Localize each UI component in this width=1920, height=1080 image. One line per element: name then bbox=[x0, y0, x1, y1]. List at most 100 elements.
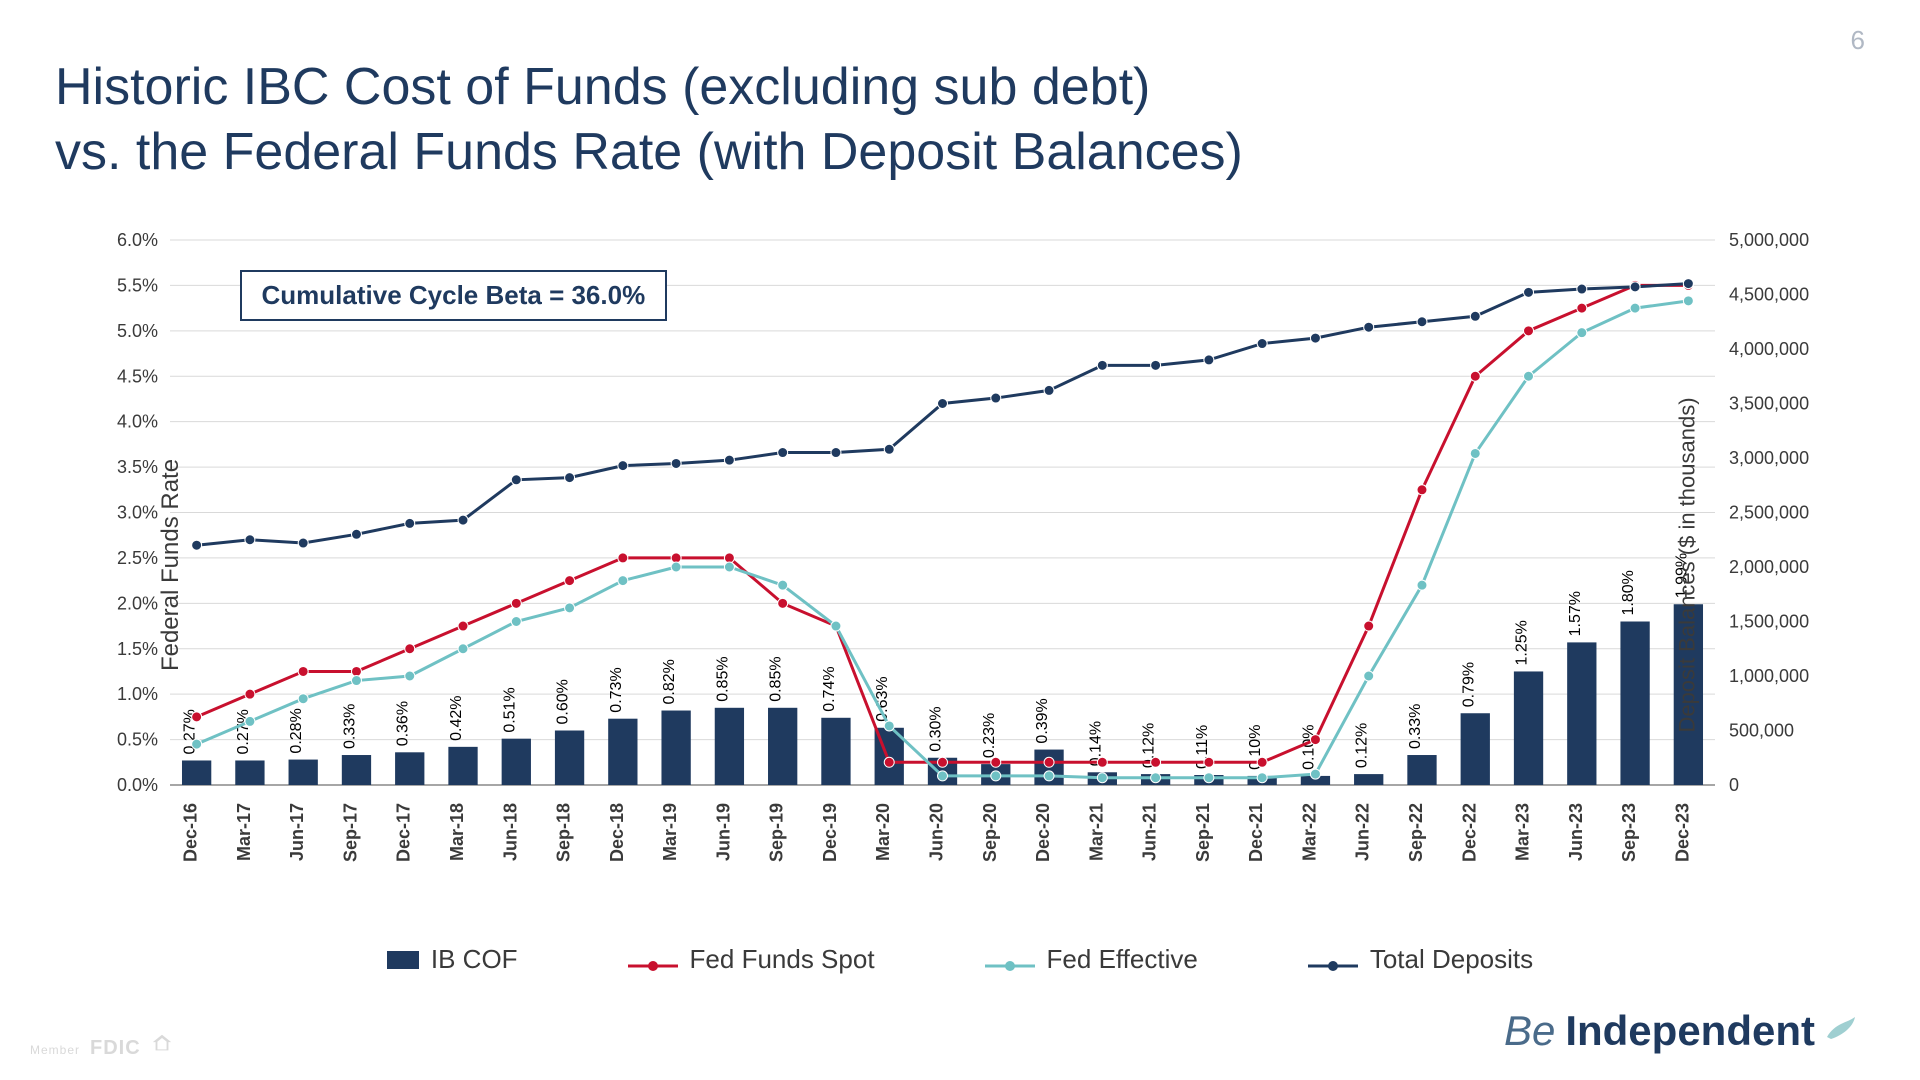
marker bbox=[351, 529, 361, 539]
brand-logo: Be Independent bbox=[1504, 1007, 1865, 1055]
marker bbox=[1204, 773, 1214, 783]
marker bbox=[511, 598, 521, 608]
y-right-tick: 3,000,000 bbox=[1729, 448, 1809, 468]
marker bbox=[1151, 360, 1161, 370]
marker bbox=[618, 461, 628, 471]
bar-ibcof bbox=[608, 719, 637, 785]
marker bbox=[1097, 773, 1107, 783]
marker bbox=[192, 540, 202, 550]
marker bbox=[1204, 355, 1214, 365]
bar-value-label: 0.28% bbox=[288, 708, 305, 753]
x-category-label: Dec-17 bbox=[394, 803, 414, 862]
legend-label: Fed Effective bbox=[1047, 944, 1198, 975]
marker bbox=[1524, 287, 1534, 297]
marker bbox=[565, 576, 575, 586]
x-category-label: Jun-21 bbox=[1140, 803, 1160, 861]
x-category-label: Mar-19 bbox=[660, 803, 680, 861]
marker bbox=[1097, 757, 1107, 767]
x-category-label: Dec-19 bbox=[820, 803, 840, 862]
bar-value-label: 0.79% bbox=[1460, 662, 1477, 707]
footer-member-label: Member bbox=[30, 1043, 80, 1057]
x-category-label: Jun-19 bbox=[713, 803, 733, 861]
y-left-tick: 3.5% bbox=[117, 457, 158, 477]
marker bbox=[618, 553, 628, 563]
bar-ibcof bbox=[448, 747, 477, 785]
bar-value-label: 0.82% bbox=[661, 659, 678, 704]
equal-housing-lender-icon bbox=[151, 1032, 173, 1060]
marker bbox=[1524, 371, 1534, 381]
x-category-label: Jun-17 bbox=[287, 803, 307, 861]
x-category-label: Sep-17 bbox=[340, 803, 360, 862]
marker bbox=[991, 757, 1001, 767]
x-category-label: Jun-20 bbox=[927, 803, 947, 861]
footer-compliance-logos: Member FDIC bbox=[30, 1032, 173, 1060]
marker bbox=[671, 458, 681, 468]
x-category-label: Dec-16 bbox=[181, 803, 201, 862]
bar-value-label: 0.39% bbox=[1034, 698, 1051, 743]
marker bbox=[192, 739, 202, 749]
marker bbox=[298, 666, 308, 676]
y-right-tick: 2,000,000 bbox=[1729, 557, 1809, 577]
bar-ibcof bbox=[768, 708, 797, 785]
x-category-label: Dec-21 bbox=[1246, 803, 1266, 862]
bar-ibcof bbox=[235, 760, 264, 785]
y-right-tick: 4,000,000 bbox=[1729, 339, 1809, 359]
marker bbox=[245, 535, 255, 545]
bar-ibcof bbox=[182, 760, 211, 785]
y-left-tick: 0.0% bbox=[117, 775, 158, 795]
marker bbox=[1470, 448, 1480, 458]
bar-value-label: 0.85% bbox=[768, 656, 785, 701]
legend-label: IB COF bbox=[431, 944, 518, 975]
marker bbox=[1310, 769, 1320, 779]
x-category-label: Mar-21 bbox=[1086, 803, 1106, 861]
marker bbox=[1577, 284, 1587, 294]
combo-chart: 0.0%0.5%1.0%1.5%2.0%2.5%3.0%3.5%4.0%4.5%… bbox=[55, 230, 1865, 900]
brand-text-independent: Independent bbox=[1565, 1007, 1815, 1055]
legend-item-deposits: Total Deposits bbox=[1308, 944, 1533, 975]
y-right-tick: 2,500,000 bbox=[1729, 503, 1809, 523]
bar-value-label: 1.57% bbox=[1567, 591, 1584, 636]
x-category-label: Mar-17 bbox=[234, 803, 254, 861]
bar-ibcof bbox=[395, 752, 424, 785]
x-category-label: Dec-22 bbox=[1459, 803, 1479, 862]
marker bbox=[831, 621, 841, 631]
bar-value-label: 0.12% bbox=[1354, 723, 1371, 768]
chart-container: Federal Funds Rate Deposit Balances ($ i… bbox=[55, 230, 1865, 900]
marker bbox=[831, 448, 841, 458]
legend-item-fed-spot: Fed Funds Spot bbox=[628, 944, 875, 975]
bar-ibcof bbox=[821, 718, 850, 785]
marker bbox=[1417, 580, 1427, 590]
marker bbox=[245, 716, 255, 726]
legend-swatch-line-icon bbox=[1308, 951, 1358, 969]
page-number: 6 bbox=[1851, 25, 1865, 56]
marker bbox=[511, 617, 521, 627]
bar-ibcof bbox=[1567, 642, 1596, 785]
x-category-label: Dec-18 bbox=[607, 803, 627, 862]
marker bbox=[1524, 326, 1534, 336]
x-category-label: Sep-23 bbox=[1619, 803, 1639, 862]
x-category-label: Mar-20 bbox=[873, 803, 893, 861]
y-left-tick: 4.0% bbox=[117, 412, 158, 432]
y-right-tick: 1,500,000 bbox=[1729, 612, 1809, 632]
marker bbox=[458, 621, 468, 631]
marker bbox=[1257, 773, 1267, 783]
x-category-label: Sep-18 bbox=[554, 803, 574, 862]
marker bbox=[405, 518, 415, 528]
marker bbox=[1310, 333, 1320, 343]
marker bbox=[1310, 735, 1320, 745]
marker bbox=[1577, 328, 1587, 338]
bar-value-label: 0.10% bbox=[1300, 725, 1317, 770]
x-category-label: Sep-21 bbox=[1193, 803, 1213, 862]
bar-ibcof bbox=[342, 755, 371, 785]
marker bbox=[1630, 282, 1640, 292]
slide: 6 Historic IBC Cost of Funds (excluding … bbox=[0, 0, 1920, 1080]
bar-ibcof bbox=[715, 708, 744, 785]
brand-text-be: Be bbox=[1504, 1007, 1555, 1055]
marker bbox=[991, 771, 1001, 781]
chart-legend: IB COF Fed Funds Spot Fed Effective Tota… bbox=[0, 944, 1920, 975]
bar-value-label: 0.42% bbox=[448, 695, 465, 740]
bar-ibcof bbox=[661, 711, 690, 785]
marker bbox=[458, 515, 468, 525]
x-category-label: Mar-23 bbox=[1513, 803, 1533, 861]
y-axis-left-title: Federal Funds Rate bbox=[157, 459, 185, 671]
